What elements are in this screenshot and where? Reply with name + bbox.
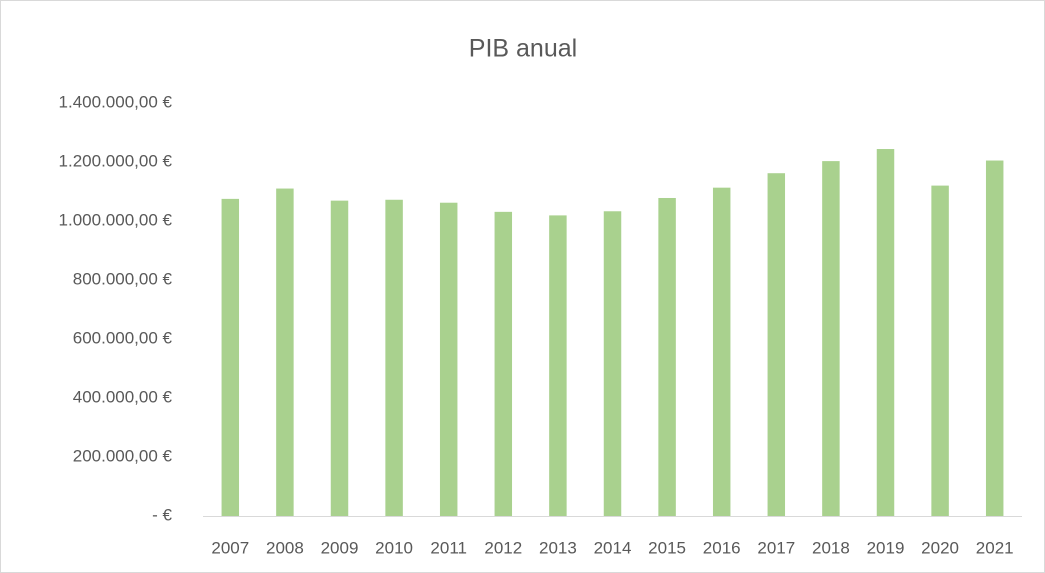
bar (276, 188, 294, 517)
bar (330, 200, 349, 516)
y-tick-label: 200.000,00 € (73, 446, 173, 465)
bar (549, 215, 567, 516)
bar (931, 185, 949, 516)
x-tick-label: 2011 (430, 538, 467, 557)
x-tick-label: 2019 (867, 538, 905, 557)
x-tick-label: 2015 (648, 538, 686, 557)
chart-title: PIB anual (469, 35, 577, 63)
x-tick-label: 2018 (812, 538, 850, 557)
bar (221, 198, 240, 516)
bar (494, 211, 513, 517)
x-tick-label: 2010 (375, 538, 413, 557)
y-tick-label: 1.400.000,00 € (59, 92, 173, 111)
x-tick-label: 2013 (539, 538, 577, 557)
bar (876, 149, 895, 516)
bar (767, 173, 786, 516)
x-tick-label: 2009 (321, 538, 359, 557)
y-tick-label: 800.000,00 € (73, 269, 173, 288)
y-tick-label: 600.000,00 € (73, 328, 173, 347)
x-tick-label: 2020 (921, 538, 959, 557)
x-tick-label: 2017 (757, 538, 795, 557)
x-tick-label: 2021 (976, 538, 1014, 557)
y-tick-label: 1.200.000,00 € (59, 151, 173, 170)
y-tick-label: 1.000.000,00 € (59, 210, 173, 229)
y-tick-label: 400.000,00 € (73, 387, 173, 406)
y-tick-label: - € (152, 505, 172, 524)
x-tick-label: 2012 (484, 538, 522, 557)
x-tick-label: 2014 (594, 538, 632, 557)
bar (385, 199, 403, 516)
bar (603, 211, 622, 516)
x-tick-label: 2007 (211, 538, 249, 557)
bar (712, 187, 731, 517)
x-tick-label: 2008 (266, 538, 304, 557)
bar (658, 197, 676, 517)
x-tick-label: 2016 (703, 538, 741, 557)
bar (439, 202, 458, 516)
bar (985, 160, 1004, 516)
bar (822, 161, 840, 517)
